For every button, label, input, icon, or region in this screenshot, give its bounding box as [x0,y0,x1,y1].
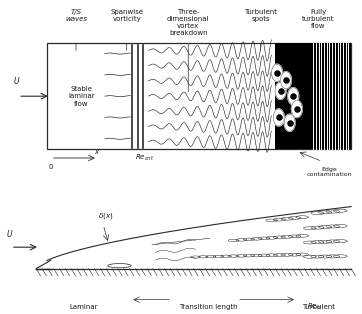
Text: Three-
dimensional
vortex
breakdown: Three- dimensional vortex breakdown [167,8,210,35]
Polygon shape [275,43,351,149]
Text: Edge
contamination: Edge contamination [307,167,352,177]
Text: Fully
turbulent
flow: Fully turbulent flow [302,8,335,29]
Text: Turbulent: Turbulent [302,305,335,311]
Text: Transition length: Transition length [179,305,237,311]
Polygon shape [275,82,286,100]
Text: Stable
laminar
flow: Stable laminar flow [68,86,95,107]
Text: $Re_{crit}$: $Re_{crit}$ [135,153,155,163]
Text: $\delta(x)$: $\delta(x)$ [98,211,113,221]
Bar [47,43,351,149]
Text: Spanwise
vorticity: Spanwise vorticity [110,8,143,22]
Text: U: U [6,230,12,239]
Text: Turbulent
spots: Turbulent spots [244,8,277,22]
Text: 0: 0 [49,164,53,170]
Polygon shape [291,100,302,117]
Polygon shape [288,88,299,105]
Polygon shape [284,114,295,131]
Text: Laminar: Laminar [69,305,97,311]
Text: T/S
waves: T/S waves [65,8,87,22]
Text: x: x [94,149,98,154]
Text: U: U [13,77,19,86]
Polygon shape [273,109,284,126]
Text: $Re_{tr}$: $Re_{tr}$ [307,301,323,311]
Polygon shape [281,72,291,89]
Polygon shape [272,64,282,81]
